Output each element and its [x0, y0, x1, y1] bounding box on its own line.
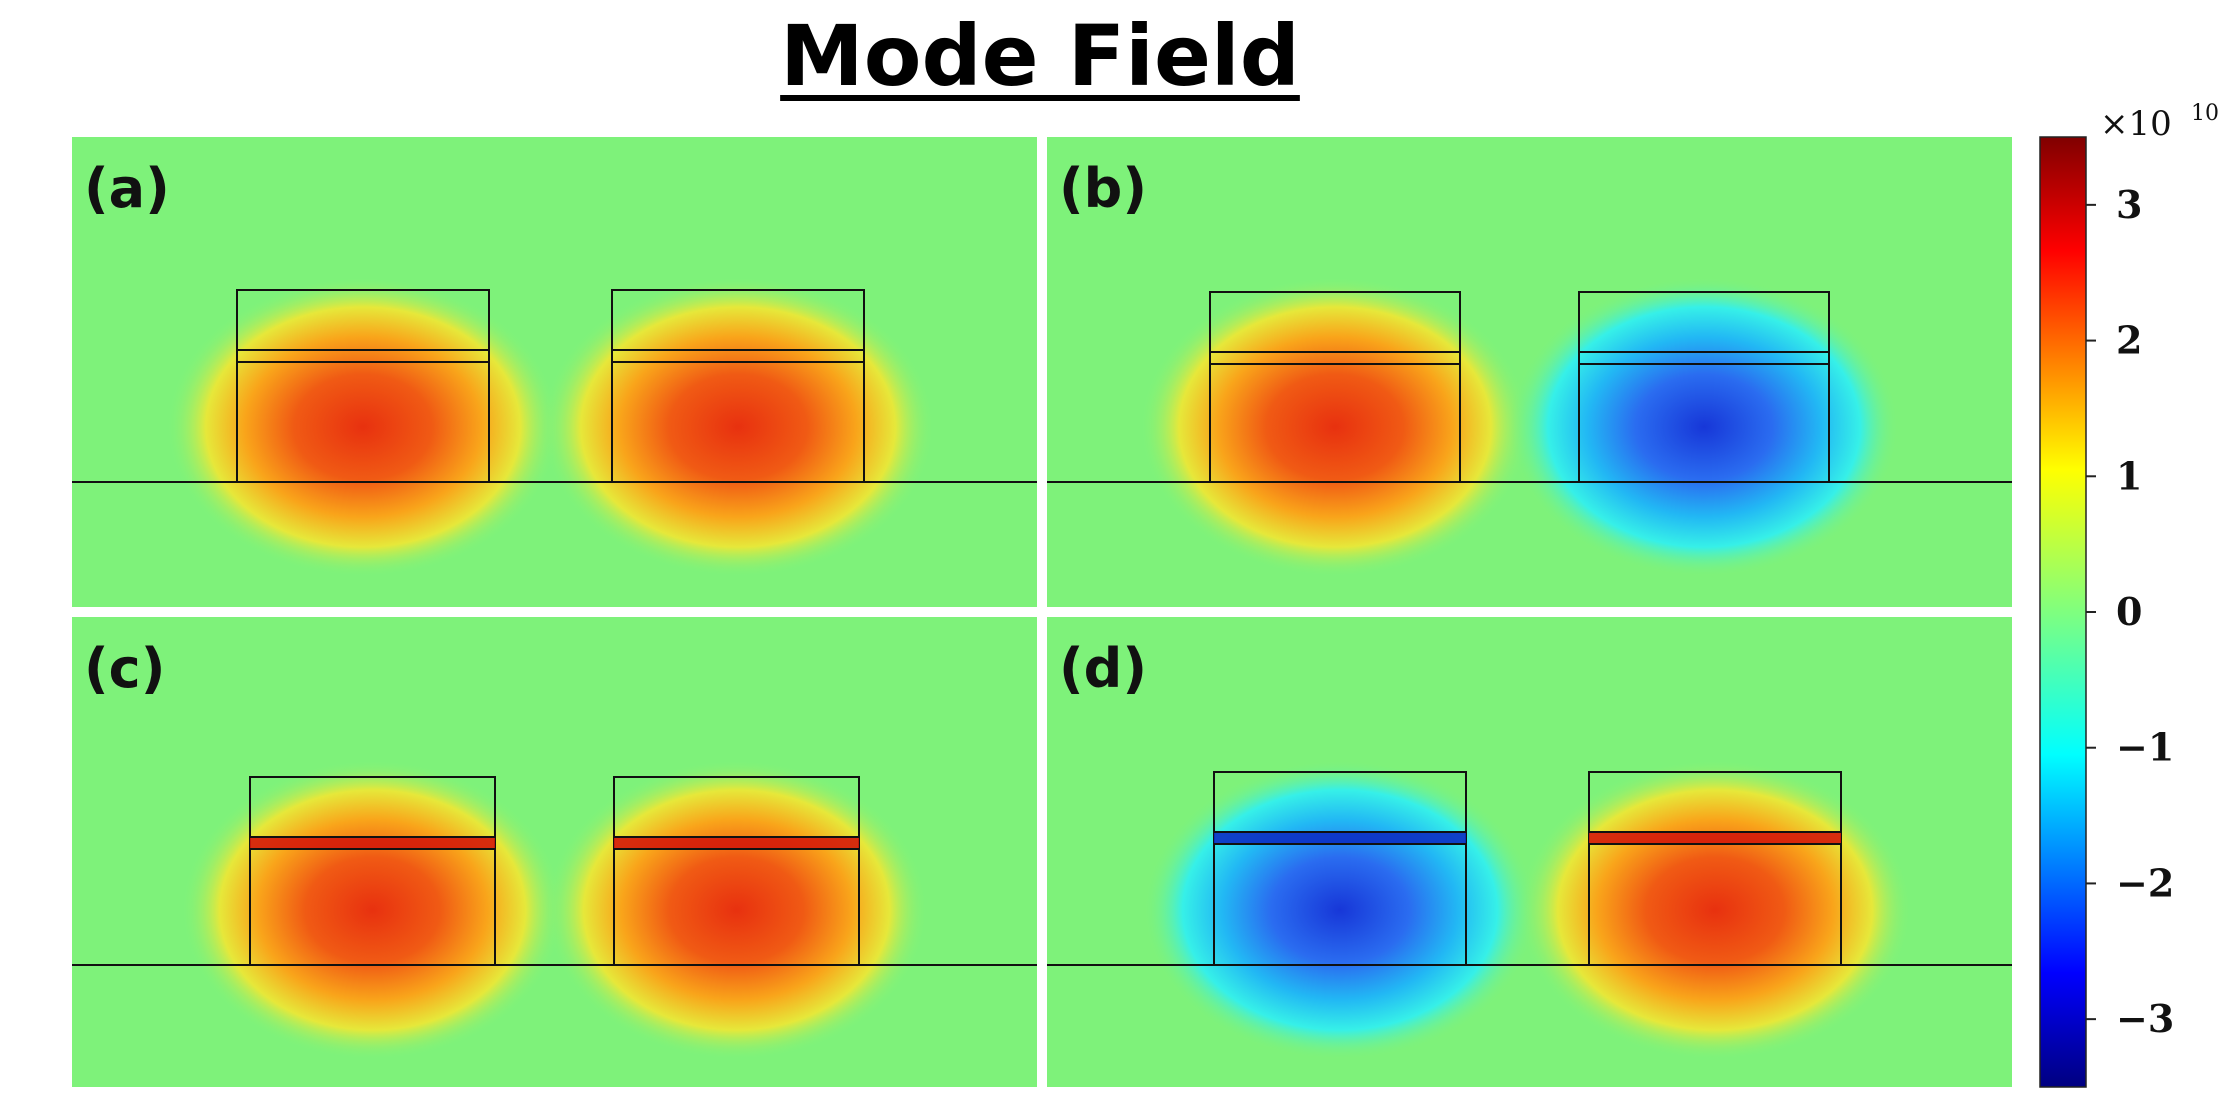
mode-field-right	[545, 760, 928, 1060]
mode-field-right	[541, 277, 935, 577]
colorbar-tick-label: 3	[2116, 182, 2142, 227]
panel-b: (b)	[1047, 137, 2012, 607]
panel-c: (c)	[72, 617, 1037, 1087]
mode-field-right	[1518, 760, 1912, 1060]
waveguide-left	[1213, 771, 1467, 966]
mode-field-left	[181, 760, 564, 1060]
colorbar-tick-label: 2	[2116, 318, 2142, 363]
colorbar-tick-label: −2	[2116, 860, 2174, 905]
colorbar-tick-label: −1	[2116, 725, 2174, 770]
panel-label-a: (a)	[84, 157, 170, 220]
colorbar-tick-label: 1	[2116, 453, 2142, 498]
mode-field-right	[1509, 277, 1899, 577]
panel-label-b: (b)	[1059, 157, 1147, 220]
panel-label-d: (d)	[1059, 637, 1147, 700]
mode-field-left	[166, 277, 560, 577]
figure-title: Mode Field	[780, 7, 1300, 105]
colorbar-exponent: 10	[2191, 101, 2219, 126]
panel-a: (a)	[72, 137, 1037, 607]
colorbar-gradient	[2039, 136, 2087, 1088]
waveguide-right	[611, 289, 865, 483]
panel-d: (d)	[1047, 617, 2012, 1087]
mode-field-left	[1140, 277, 1530, 577]
colorbar-multiplier: ×10	[2100, 104, 2172, 144]
colorbar-tick-label: 0	[2116, 589, 2142, 634]
colorbar-tick-label: −3	[2116, 996, 2174, 1041]
panel-label-c: (c)	[84, 637, 165, 700]
mode-field-left	[1143, 760, 1537, 1060]
